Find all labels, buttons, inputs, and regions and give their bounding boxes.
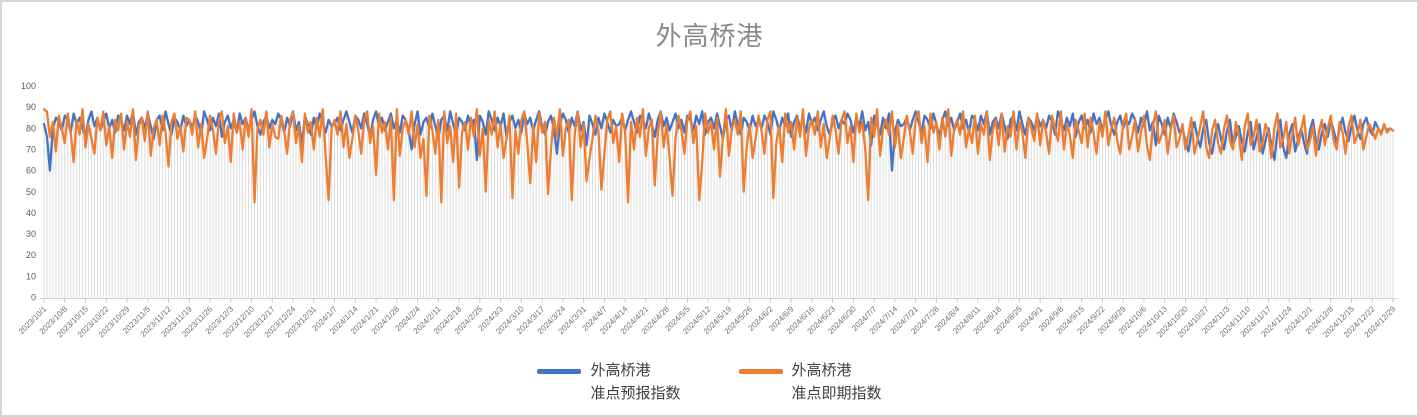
y-axis-label: 40 [26,208,36,218]
chart-legend: 外高桥港 准点预报指数 外高桥港 准点即期指数 [2,360,1417,405]
forecast-series-line-marker [537,369,582,374]
legend-label-forecast-line1: 外高桥港 [590,362,651,379]
legend-label-spot-line2: 准点即期指数 [791,384,882,402]
series-line-forecast [42,110,1395,172]
y-axis-label: 20 [26,250,36,260]
line-chart-plot-area: 2023/10/12023/10/82023/10/152023/10/2220… [17,81,1398,339]
y-axis-label: 50 [26,187,36,197]
series-line-spot [42,108,1395,204]
chart-title: 外高桥港 [655,21,764,51]
legend-item-forecast-index: 外高桥港 准点预报指数 [537,360,681,405]
y-axis-label: 0 [31,293,36,303]
y-axis-label: 30 [26,229,36,239]
y-axis-label: 60 [26,166,36,176]
legend-label-forecast-line2: 准点预报指数 [590,384,681,402]
legend-label-spot: 外高桥港 准点即期指数 [792,360,882,405]
y-axis-label: 70 [26,144,36,154]
y-axis-label: 10 [26,271,36,281]
y-axis-label: 90 [26,102,36,112]
y-axis-label: 80 [26,123,36,133]
spot-series-line-marker [738,369,783,374]
y-axis-label: 100 [21,81,36,91]
legend-item-spot-index: 外高桥港 准点即期指数 [738,360,882,405]
legend-label-spot-line1: 外高桥港 [791,362,852,379]
legend-label-forecast: 外高桥港 准点预报指数 [590,360,680,405]
